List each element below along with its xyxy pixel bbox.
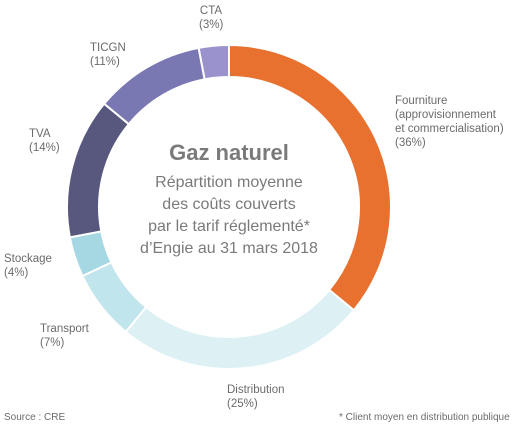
slice-label-stockage: Stockage (4%) xyxy=(4,252,52,280)
subtitle-line: d’Engie au 31 mars 2018 xyxy=(140,240,318,257)
label-line: TVA xyxy=(29,128,51,140)
label-line: CTA xyxy=(199,5,223,17)
slice-label-distribution: Distribution (25%) xyxy=(227,383,285,411)
label-line: Distribution xyxy=(227,384,285,396)
label-line: Stockage xyxy=(4,253,52,265)
label-line: (3%) xyxy=(199,19,224,31)
label-line: et commercialisation) xyxy=(395,123,504,135)
slice-label-ticgn: TICGN (11%) xyxy=(90,41,126,69)
label-line: TICGN xyxy=(90,42,126,54)
chart-title: Gaz naturel xyxy=(169,140,289,165)
subtitle-line: des coûts couverts xyxy=(162,196,296,213)
label-line: (11%) xyxy=(90,56,120,68)
label-line: (4%) xyxy=(4,267,29,279)
label-line: (14%) xyxy=(29,142,60,154)
footnote: * Client moyen en distribution publique xyxy=(339,412,510,423)
slice-label-tva: TVA (14%) xyxy=(29,127,60,155)
label-line: (7%) xyxy=(40,337,65,349)
label-line: (25%) xyxy=(227,398,258,410)
label-line: Fourniture xyxy=(395,95,448,107)
slice-cta xyxy=(197,43,230,81)
slice-distribution xyxy=(124,288,356,370)
slice-label-transport: Transport (7%) xyxy=(40,322,89,350)
label-line: Transport xyxy=(40,323,89,335)
source-note: Source : CRE xyxy=(4,412,66,423)
subtitle-line: Répartition moyenne xyxy=(155,174,303,191)
label-line: (36%) xyxy=(395,137,426,149)
subtitle-line: par le tarif réglementé* xyxy=(148,218,310,235)
chart-subtitle: Répartition moyenne des coûts couverts p… xyxy=(118,172,340,260)
label-line: (approvisionnement xyxy=(395,109,497,121)
slice-label-cta: CTA (3%) xyxy=(199,4,223,32)
slice-label-fourniture: Fourniture (approvisionnement et commerc… xyxy=(395,94,504,150)
